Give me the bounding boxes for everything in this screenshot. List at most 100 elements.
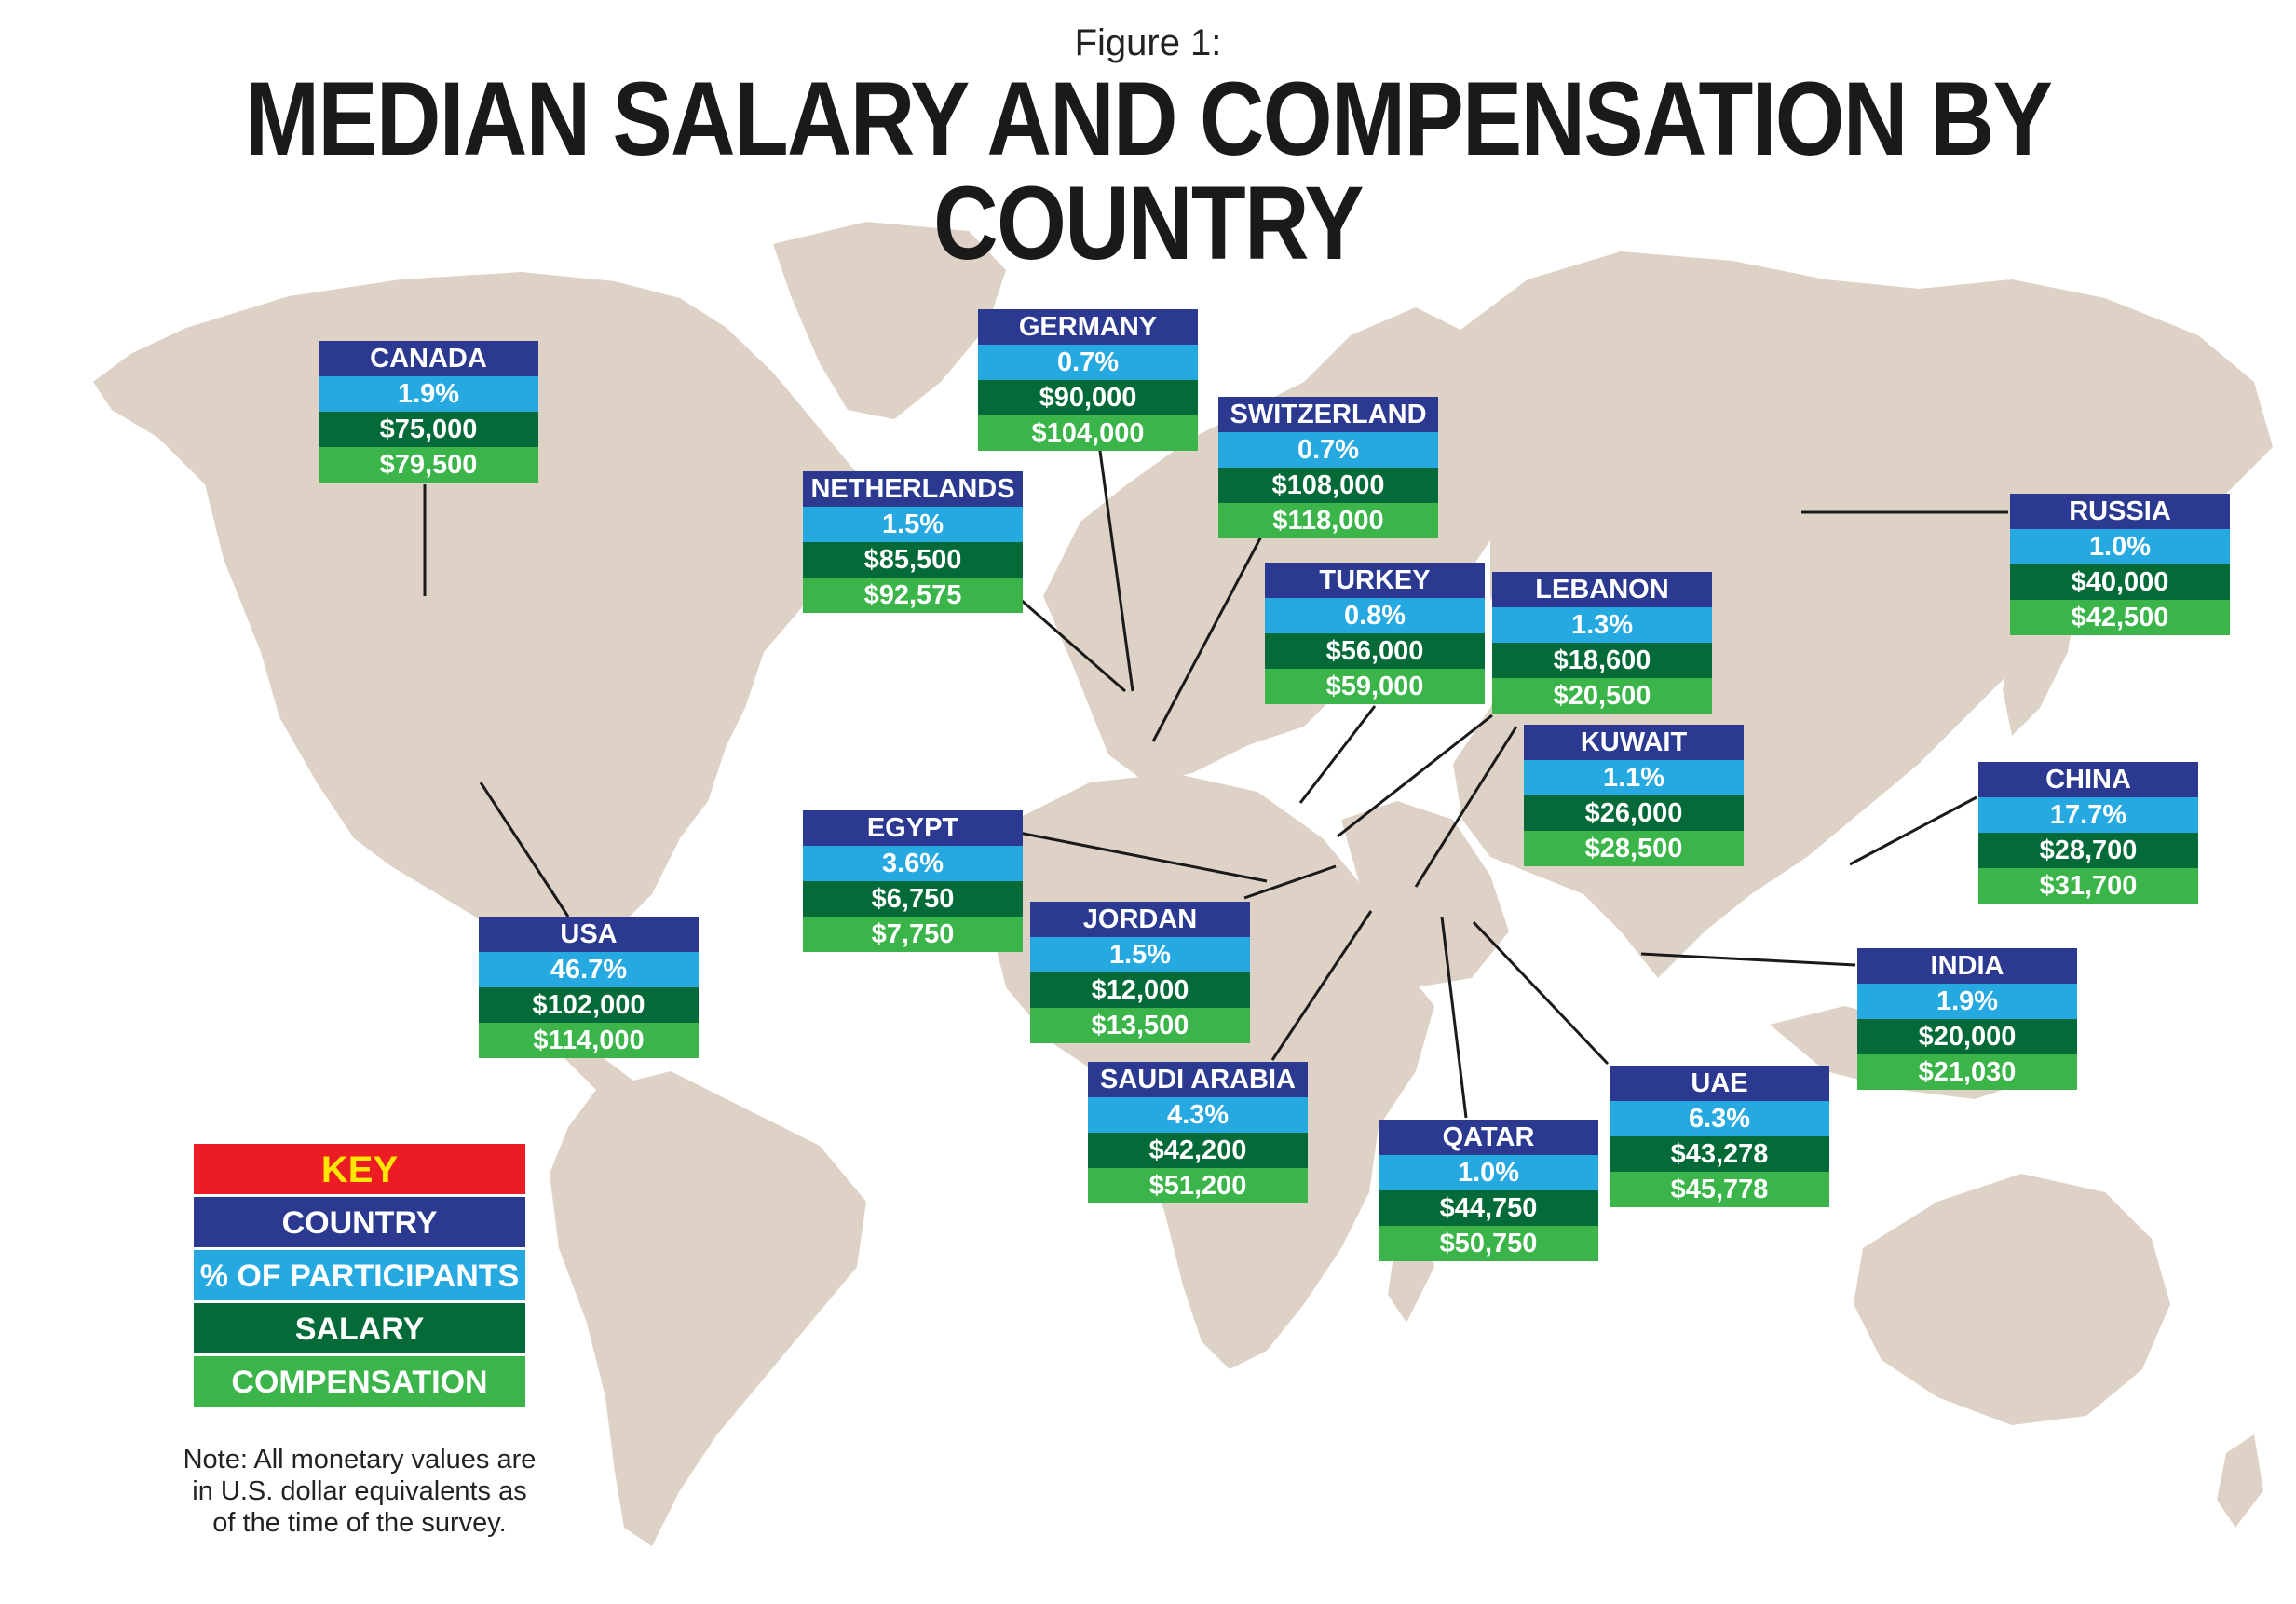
leader-lines [423, 429, 2008, 1119]
median-compensation: $45,778 [1610, 1172, 1829, 1207]
participant-percent: 1.5% [803, 507, 1023, 542]
south-america-landmass [550, 1071, 866, 1546]
country-name: QATAR [1379, 1120, 1598, 1155]
median-salary: $75,000 [319, 412, 538, 447]
participant-percent: 0.8% [1265, 598, 1485, 633]
median-compensation: $7,750 [803, 917, 1023, 952]
legend-key: KEY COUNTRY % OF PARTICIPANTS SALARY COM… [194, 1144, 525, 1409]
country-box-usa: USA 46.7% $102,000 $114,000 [479, 917, 699, 1058]
country-name: INDIA [1857, 948, 2077, 984]
participant-percent: 1.5% [1030, 937, 1250, 972]
page-title: MEDIAN SALARY AND COMPENSATION BY COUNTR… [244, 61, 2053, 281]
median-compensation: $79,500 [319, 447, 538, 483]
jordan-leader-line [1243, 864, 1337, 900]
participant-percent: 4.3% [1088, 1097, 1308, 1133]
median-compensation: $21,030 [1857, 1054, 2077, 1090]
country-name: EGYPT [803, 810, 1023, 846]
country-box-qatar: QATAR 1.0% $44,750 $50,750 [1379, 1120, 1598, 1261]
median-salary: $42,200 [1088, 1133, 1308, 1168]
median-compensation: $92,575 [803, 578, 1023, 613]
median-salary: $85,500 [803, 542, 1023, 578]
country-box-canada: CANADA 1.9% $75,000 $79,500 [319, 341, 538, 483]
median-salary: $28,700 [1978, 833, 2198, 868]
median-salary: $90,000 [978, 380, 1198, 415]
north-america-landmass [93, 272, 866, 987]
median-compensation: $59,000 [1265, 669, 1485, 704]
kuwait-leader-line [1414, 726, 1518, 888]
turkey-leader-line [1298, 705, 1377, 804]
qatar-leader-line [1440, 916, 1468, 1119]
key-compensation-row: COMPENSATION [194, 1356, 525, 1407]
median-compensation: $51,200 [1088, 1168, 1308, 1203]
participant-percent: 0.7% [978, 345, 1198, 380]
lebanon-leader-line [1337, 714, 1493, 838]
country-name: JORDAN [1030, 902, 1250, 937]
median-salary: $6,750 [803, 881, 1023, 917]
median-compensation: $118,000 [1218, 503, 1438, 538]
country-box-india: INDIA 1.9% $20,000 $21,030 [1857, 948, 2077, 1090]
country-name: CANADA [319, 341, 538, 376]
country-name: USA [479, 917, 699, 952]
country-box-china: CHINA 17.7% $28,700 $31,700 [1978, 762, 2198, 904]
uae-leader-line [1472, 920, 1610, 1066]
country-box-netherlands: NETHERLANDS 1.5% $85,500 $92,575 [803, 471, 1023, 613]
participant-percent: 0.7% [1218, 432, 1438, 468]
country-name: GERMANY [978, 309, 1198, 345]
participant-percent: 17.7% [1978, 797, 2198, 833]
key-title: KEY [194, 1144, 525, 1194]
country-name: SWITZERLAND [1218, 397, 1438, 432]
country-box-uae: UAE 6.3% $43,278 $45,778 [1610, 1066, 1829, 1207]
key-country-row: COUNTRY [194, 1197, 525, 1247]
median-salary: $12,000 [1030, 972, 1250, 1008]
median-compensation: $31,700 [1978, 868, 2198, 904]
new-zealand-landmass [2217, 1434, 2263, 1528]
country-name: NETHERLANDS [803, 471, 1023, 507]
country-box-jordan: JORDAN 1.5% $12,000 $13,500 [1030, 902, 1250, 1043]
participant-percent: 3.6% [803, 846, 1023, 881]
country-box-russia: RUSSIA 1.0% $40,000 $42,500 [2010, 494, 2230, 635]
country-box-germany: GERMANY 0.7% $90,000 $104,000 [978, 309, 1198, 451]
middle-east-landmass [1341, 801, 1509, 987]
median-salary: $43,278 [1610, 1136, 1829, 1172]
country-name: RUSSIA [2010, 494, 2230, 529]
median-salary: $18,600 [1492, 643, 1712, 678]
participant-percent: 1.9% [319, 376, 538, 412]
china-leader-line [1849, 795, 1977, 866]
median-compensation: $50,750 [1379, 1226, 1598, 1261]
switzerland-leader-line [1151, 536, 1263, 742]
australia-landmass [1854, 1174, 2170, 1425]
saudi-arabia-leader-line [1270, 910, 1373, 1061]
germany-leader-line [1095, 429, 1134, 692]
participant-percent: 1.1% [1524, 760, 1744, 795]
country-name: UAE [1610, 1066, 1829, 1101]
usa-leader-line [479, 782, 570, 918]
country-name: SAUDI ARABIA [1088, 1062, 1308, 1097]
median-compensation: $20,500 [1492, 678, 1712, 714]
participant-percent: 6.3% [1610, 1101, 1829, 1136]
country-name: KUWAIT [1524, 725, 1744, 760]
country-name: LEBANON [1492, 572, 1712, 607]
figure-label: Figure 1: [1074, 22, 1222, 63]
footnote: Note: All monetary values are in U.S. do… [183, 1445, 537, 1538]
median-compensation: $13,500 [1030, 1008, 1250, 1043]
country-name: TURKEY [1265, 563, 1485, 598]
egypt-leader-line [1018, 831, 1268, 883]
country-box-switzerland: SWITZERLAND 0.7% $108,000 $118,000 [1218, 397, 1438, 538]
median-salary: $20,000 [1857, 1019, 2077, 1054]
median-salary: $108,000 [1218, 468, 1438, 503]
median-compensation: $28,500 [1524, 831, 1744, 866]
median-salary: $102,000 [479, 987, 699, 1023]
participant-percent: 1.3% [1492, 607, 1712, 643]
country-box-saudi-arabia: SAUDI ARABIA 4.3% $42,200 $51,200 [1088, 1062, 1308, 1203]
median-salary: $56,000 [1265, 633, 1485, 669]
country-name: CHINA [1978, 762, 2198, 797]
greenland-landmass [773, 222, 1006, 419]
participant-percent: 1.0% [1379, 1155, 1598, 1190]
participant-percent: 46.7% [479, 952, 699, 987]
country-box-egypt: EGYPT 3.6% $6,750 $7,750 [803, 810, 1023, 952]
median-compensation: $42,500 [2010, 600, 2230, 635]
median-salary: $40,000 [2010, 564, 2230, 600]
country-box-turkey: TURKEY 0.8% $56,000 $59,000 [1265, 563, 1485, 704]
country-box-lebanon: LEBANON 1.3% $18,600 $20,500 [1492, 572, 1712, 714]
median-salary: $44,750 [1379, 1190, 1598, 1226]
